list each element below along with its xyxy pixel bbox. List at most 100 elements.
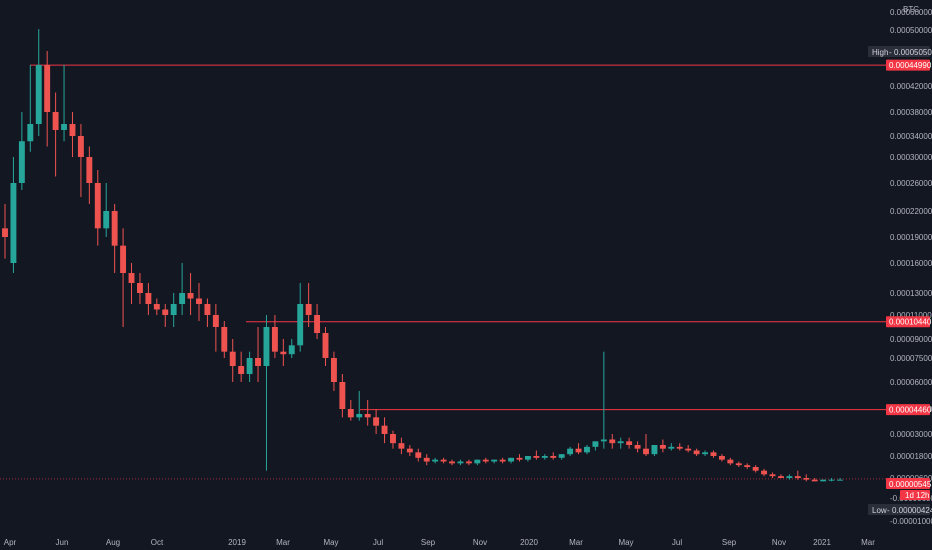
candle [179, 263, 186, 315]
candle [600, 351, 607, 449]
candle [120, 228, 127, 327]
candle [255, 327, 261, 382]
candle [153, 298, 160, 315]
x-tick-label: May [618, 538, 633, 547]
candle-body [339, 382, 346, 409]
y-tick-label: 0.00007500 [890, 354, 932, 363]
candle [212, 304, 219, 352]
candle-body [626, 441, 633, 445]
candle [145, 283, 152, 315]
candle-body [170, 304, 177, 315]
candle [837, 478, 843, 481]
candle-body [541, 456, 548, 458]
y-tick-label: 0.00050000 [890, 26, 932, 35]
candle [432, 457, 439, 464]
candle [111, 204, 118, 273]
candle [423, 454, 430, 466]
candle [406, 445, 413, 456]
candle-body [786, 476, 793, 478]
candle-body [449, 461, 455, 464]
x-tick-label: Jul [373, 538, 383, 547]
high-label: High [872, 48, 888, 57]
candle [617, 437, 624, 449]
candle-body [212, 315, 219, 327]
candle-body [128, 273, 135, 283]
candle-body [794, 476, 801, 478]
candle-body [271, 327, 278, 352]
y-tick-label: 0.00009000 [890, 335, 932, 344]
candle [187, 273, 194, 315]
candle [651, 445, 658, 456]
candle-body [744, 465, 751, 467]
candle-body [246, 358, 253, 374]
candle-body [10, 183, 17, 263]
x-tick-label: Sep [722, 538, 737, 547]
candle [246, 351, 253, 382]
candle-body [356, 414, 363, 418]
candle-body [592, 441, 599, 447]
candle-body [533, 456, 540, 458]
candle [828, 478, 835, 482]
candle [52, 92, 59, 177]
candle-body [322, 333, 329, 358]
price-axis[interactable]: BTC 0.00060000 0.00050000 0.00042000 0.0003… [868, 5, 932, 526]
candle [35, 29, 42, 136]
candle [440, 457, 447, 464]
candle-body [136, 283, 143, 293]
candle [676, 443, 683, 451]
candle [761, 468, 768, 477]
candle-body [516, 457, 523, 460]
candle-body [288, 345, 295, 355]
candle-body [457, 461, 464, 464]
x-tick-label: Mar [861, 538, 875, 547]
candle [61, 65, 67, 142]
candle [778, 474, 784, 478]
candle-body [617, 441, 624, 444]
candle-body [524, 456, 531, 460]
candle-body [305, 304, 312, 315]
candle [541, 454, 548, 460]
candles [2, 29, 843, 482]
candle [592, 441, 599, 451]
last-price-tag: 0.00000545 1d 12h [886, 478, 932, 500]
time-axis[interactable]: Apr Jun Aug Oct 2019 Mar May Jul Sep Nov 2020 Mar Ma… [4, 538, 875, 547]
candle-body [179, 293, 186, 304]
candle-body [330, 358, 337, 382]
candle [314, 304, 321, 339]
candle [44, 51, 51, 147]
candle-body [145, 293, 152, 304]
candle [86, 146, 93, 204]
candle [693, 448, 700, 456]
candle [634, 441, 641, 453]
x-tick-label: 2021 [813, 538, 831, 547]
candle-body [567, 448, 574, 455]
candle-body [415, 452, 422, 458]
y-tick-label: -0.00001000 [890, 517, 932, 526]
candle-body [35, 65, 42, 124]
candle [668, 443, 675, 451]
candle [499, 457, 506, 464]
candle-body [702, 452, 709, 455]
candle-body [204, 304, 211, 315]
candle-body [221, 327, 228, 352]
candle [322, 327, 329, 366]
x-tick-label: Jul [672, 538, 682, 547]
candle [398, 437, 405, 455]
candle-body [811, 479, 818, 482]
y-tick-label: 0.00060000 [890, 8, 932, 17]
candle [196, 283, 202, 321]
candle [643, 434, 649, 456]
candle-body [491, 459, 498, 462]
low-separator: - [887, 506, 890, 515]
candle [811, 478, 818, 482]
candle [524, 456, 531, 462]
y-tick-label: 0.00019000 [890, 233, 932, 242]
candle-body [2, 228, 8, 237]
candle-body [465, 461, 472, 464]
candle [474, 459, 481, 466]
y-tick-label: 0.00038000 [890, 108, 932, 117]
candle-body [693, 450, 700, 455]
y-tick-label: 0.00003000 [890, 430, 932, 439]
